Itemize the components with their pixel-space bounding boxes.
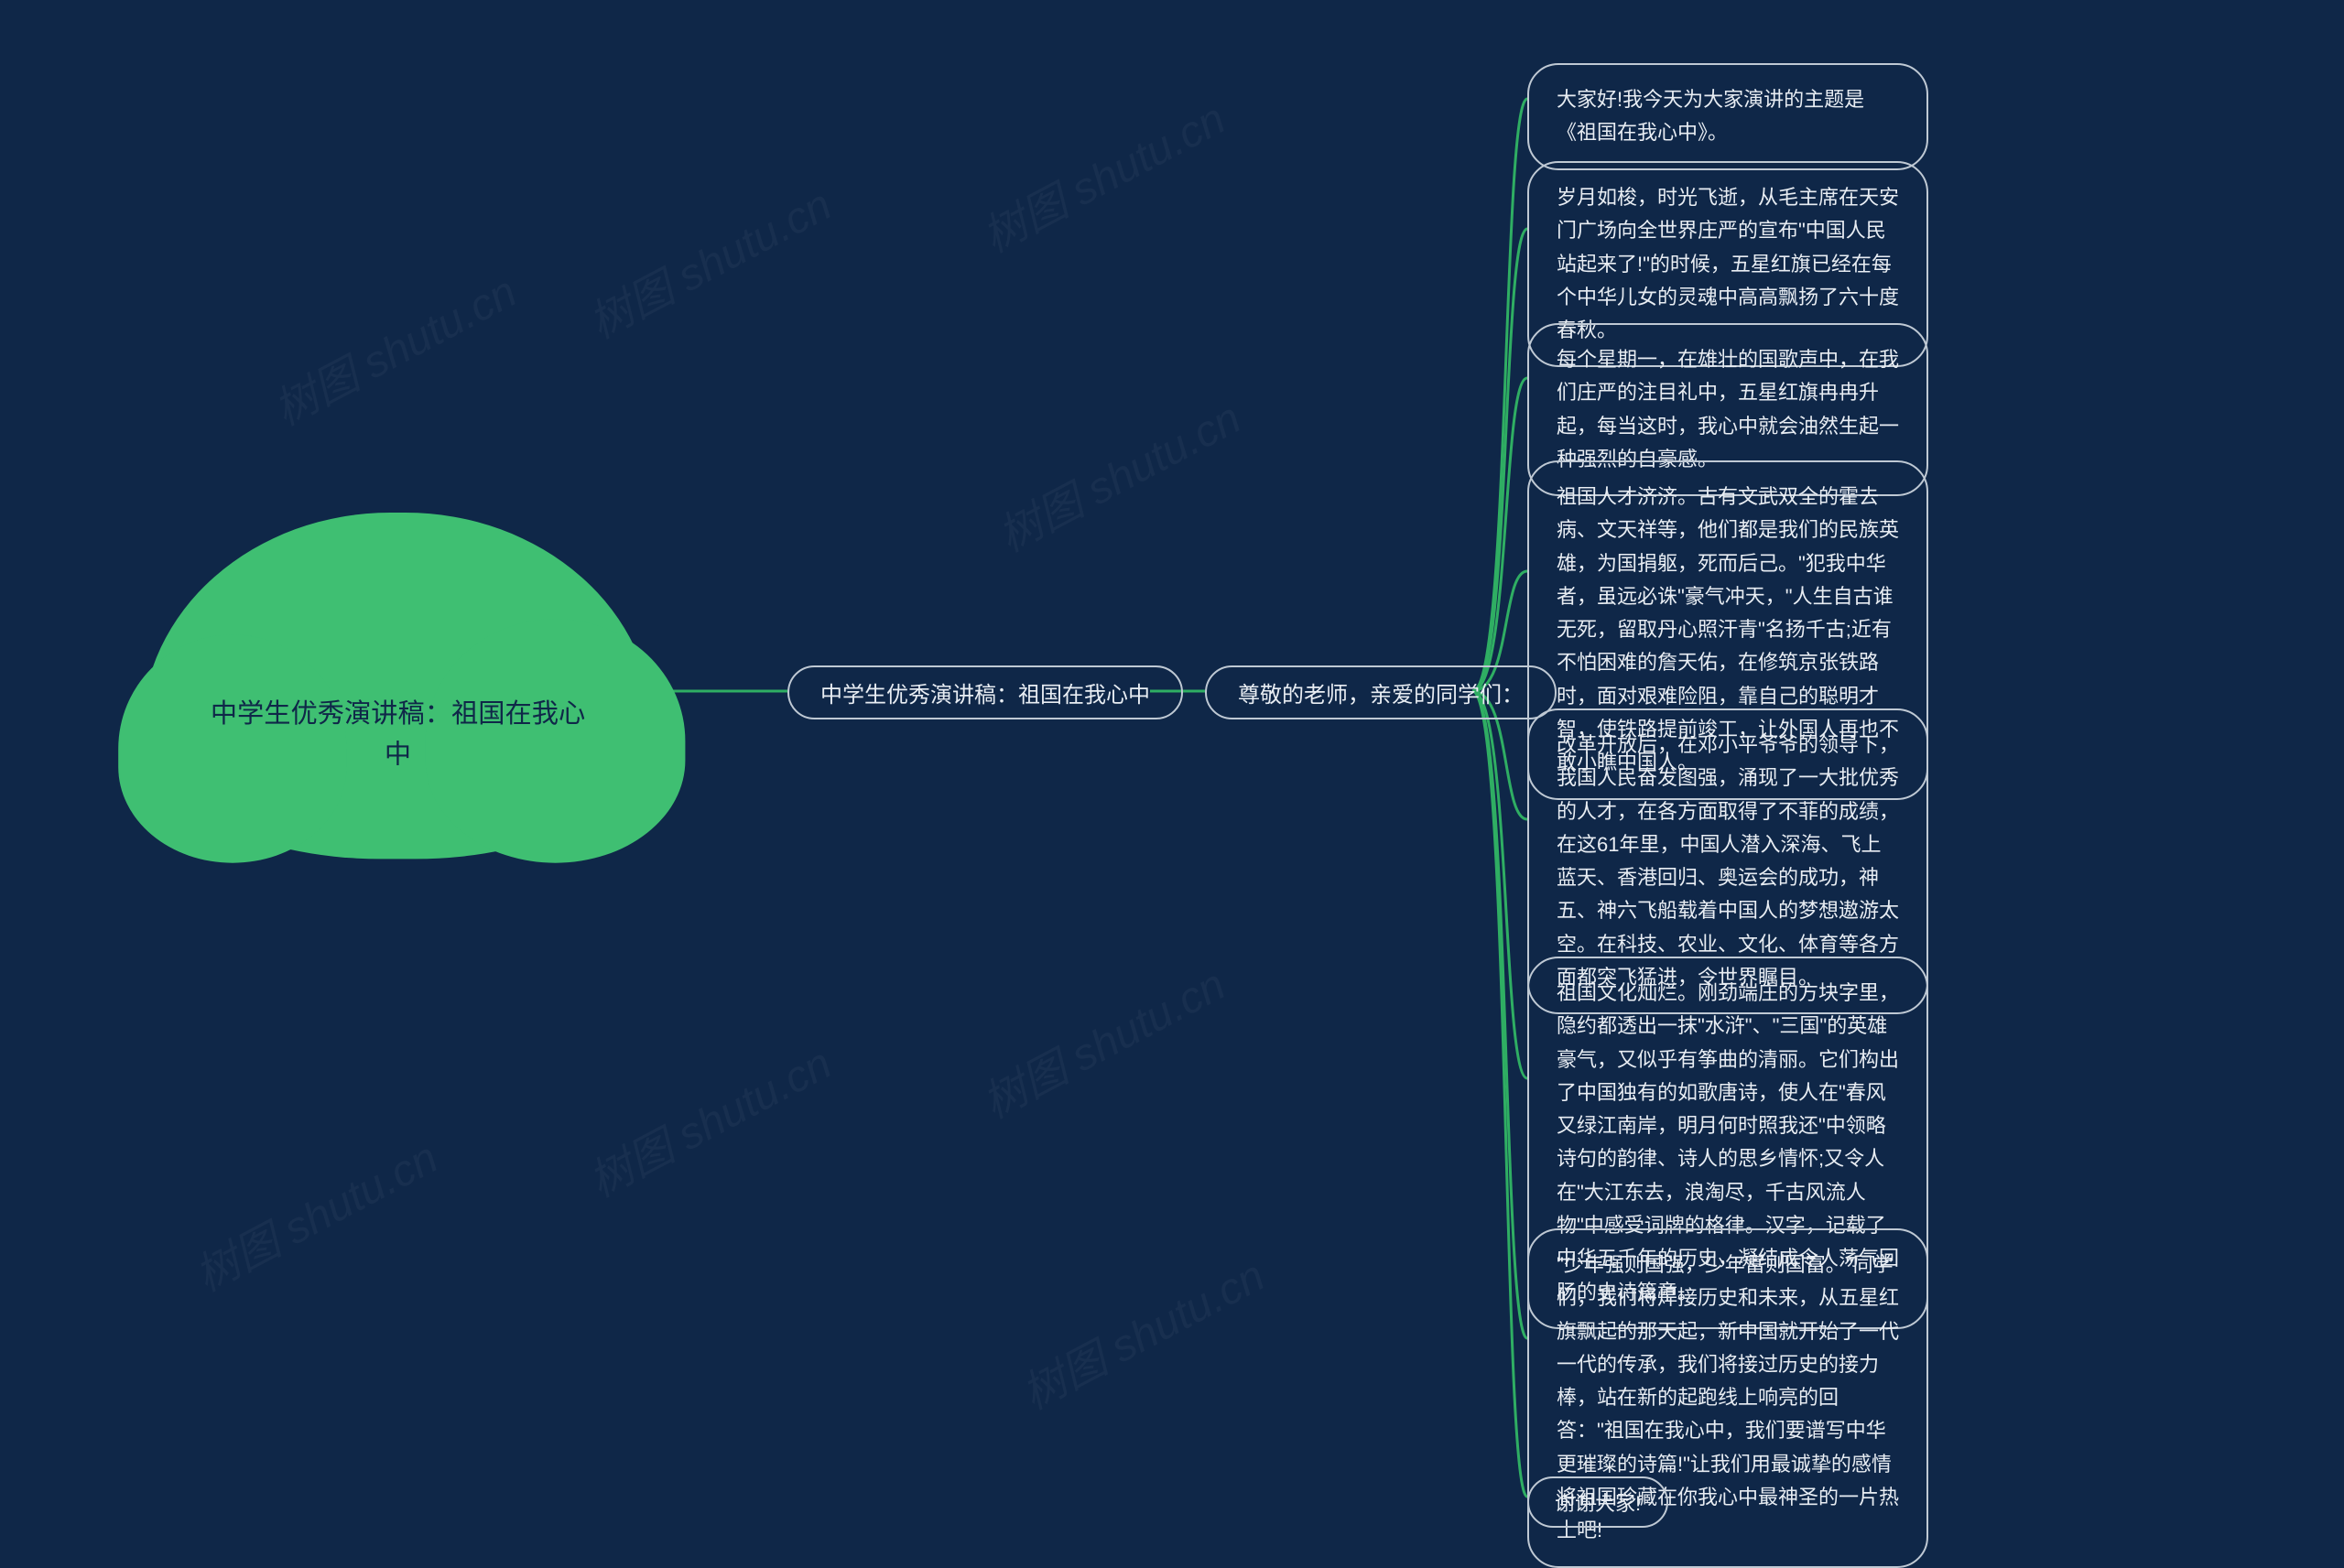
leaf-p3-text: 每个星期一，在雄壮的国歌声中，在我们庄严的注目礼中，五星红旗冉冉升起，每当这时，… (1557, 343, 1899, 476)
leaf-p8-text: 谢谢大家! (1555, 1487, 1641, 1517)
watermark: 树图 shutu.cn (576, 1028, 841, 1209)
leaf-p1-text: 大家好!我今天为大家演讲的主题是《祖国在我心中》。 (1557, 83, 1899, 150)
watermark: 树图 shutu.cn (1009, 1240, 1275, 1422)
watermark: 树图 shutu.cn (985, 383, 1251, 564)
level1-node[interactable]: 中学生优秀演讲稿：祖国在我心中 (787, 665, 1183, 719)
root-text: 中学生优秀演讲稿：祖国在我心中 (142, 693, 654, 776)
watermark: 树图 shutu.cn (970, 949, 1235, 1130)
level1-text: 中学生优秀演讲稿：祖国在我心中 (820, 676, 1150, 708)
root-cloud[interactable]: 中学生优秀演讲稿：祖国在我心中 (142, 513, 654, 859)
watermark: 树图 shutu.cn (261, 256, 526, 438)
leaf-p8[interactable]: 谢谢大家! (1527, 1476, 1668, 1528)
watermark: 树图 shutu.cn (576, 169, 841, 351)
watermark: 树图 shutu.cn (970, 83, 1235, 265)
leaf-p1[interactable]: 大家好!我今天为大家演讲的主题是《祖国在我心中》。 (1527, 63, 1928, 170)
watermark: 树图 shutu.cn (182, 1122, 448, 1303)
level2-node[interactable]: 尊敬的老师，亲爱的同学们： (1205, 665, 1557, 719)
leaf-p5-text: 改革开放后，在邓小平爷爷的领导下，我国人民奋发图强，涌现了一大批优秀的人才，在各… (1557, 729, 1899, 994)
level2-text: 尊敬的老师，亲爱的同学们： (1238, 676, 1524, 708)
